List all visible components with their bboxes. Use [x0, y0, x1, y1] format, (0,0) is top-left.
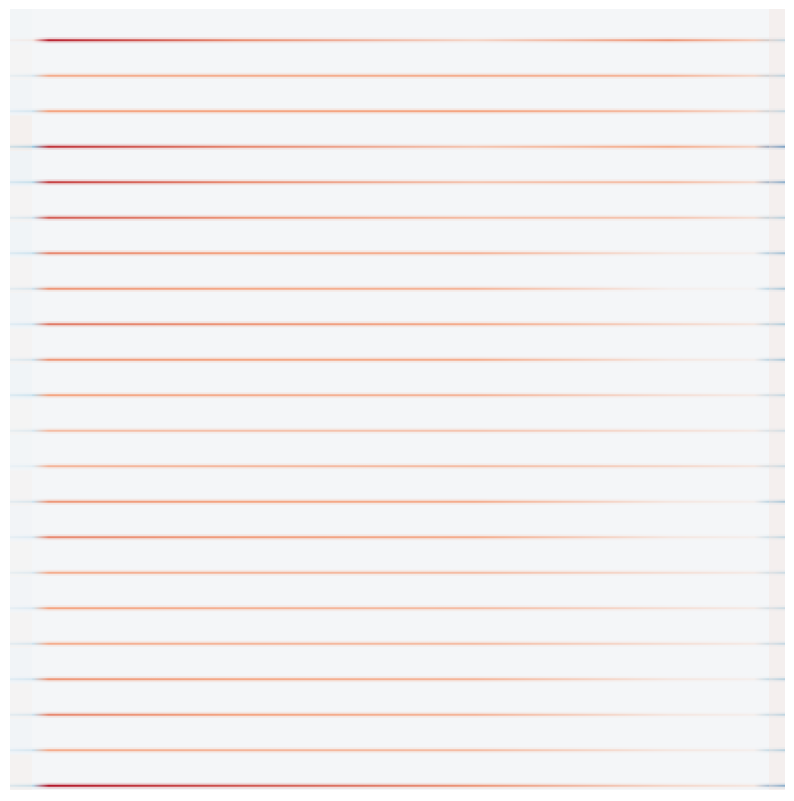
- heatmap-band: [10, 784, 785, 787]
- heatmap-edge-cell-left: [10, 222, 32, 258]
- heatmap-edge-cell-left: [10, 719, 32, 755]
- heatmap-edge-cell-left: [10, 151, 32, 187]
- heatmap-edge-cell-left: [10, 541, 32, 577]
- heatmap-band: [10, 394, 785, 397]
- heatmap-edge-cell-right: [769, 222, 785, 258]
- heatmap-edge-cell-left: [10, 506, 32, 542]
- heatmap-edge-cell-right: [769, 399, 785, 435]
- heatmap-edge-cell-left: [10, 648, 32, 684]
- heatmap-edge-cell-right: [769, 435, 785, 471]
- heatmap-edge-cell-right: [769, 257, 785, 293]
- heatmap-edge-cell-right: [769, 754, 785, 790]
- heatmap-edge-cell-right: [769, 328, 785, 364]
- heatmap-edge-cell-left: [10, 80, 32, 116]
- heatmap-edge-cell-left: [10, 754, 32, 790]
- heatmap-edge-cell-left: [10, 44, 32, 80]
- heatmap-edge-cell-right: [769, 44, 785, 80]
- heatmap-edge-cell-right: [769, 470, 785, 506]
- heatmap-band: [10, 39, 785, 42]
- heatmap-edge-cell-right: [769, 115, 785, 151]
- heatmap-edge-cell-left: [10, 683, 32, 719]
- heatmap-band: [10, 216, 785, 219]
- heatmap-edge-cell-left: [10, 328, 32, 364]
- heatmap-band: [10, 358, 785, 361]
- heatmap-band: [10, 252, 785, 255]
- heatmap-edge-cell-right: [769, 648, 785, 684]
- heatmap-band: [10, 642, 785, 645]
- heatmap-band: [10, 181, 785, 184]
- plot-background: [10, 9, 785, 790]
- heatmap-edge-cell-right: [769, 80, 785, 116]
- heatmap-edge-cell-left: [10, 577, 32, 613]
- heatmap-edge-cell-right: [769, 683, 785, 719]
- heatmap-band: [10, 678, 785, 681]
- heatmap-band: [10, 323, 785, 326]
- heatmap-edge-cell-right: [769, 151, 785, 187]
- heatmap-edge-cell-right: [769, 9, 785, 45]
- heatmap-edge-cell-left: [10, 612, 32, 648]
- heatmap-bands: [10, 9, 785, 790]
- heatmap-band: [10, 145, 785, 148]
- heatmap-band: [10, 500, 785, 503]
- heatmap-band: [10, 749, 785, 752]
- heatmap-edge-cell-left: [10, 364, 32, 400]
- heatmap-edge-cell-right: [769, 506, 785, 542]
- heatmap-band: [10, 429, 785, 432]
- heatmap-edge-cell-right: [769, 364, 785, 400]
- heatmap-band: [10, 110, 785, 113]
- heatmap-edge-cell-right: [769, 541, 785, 577]
- heatmap-edge-cell-left: [10, 470, 32, 506]
- heatmap-edge-cell-right: [769, 612, 785, 648]
- heatmap-band: [10, 287, 785, 290]
- heatmap-band: [10, 713, 785, 716]
- heatmap-band: [10, 465, 785, 468]
- heatmap-edge-cell-left: [10, 186, 32, 222]
- heatmap-edge-cell-right: [769, 186, 785, 222]
- heatmap-edge-cell-left: [10, 293, 32, 329]
- heatmap-band: [10, 536, 785, 539]
- heatmap-band: [10, 74, 785, 77]
- heatmap-edge-cell-right: [769, 719, 785, 755]
- heatmap-edge-cell-right: [769, 577, 785, 613]
- heatmap-edge-cell-left: [10, 257, 32, 293]
- heatmap-edge-cell-left: [10, 399, 32, 435]
- heatmap-edge-cell-left: [10, 435, 32, 471]
- heatmap-band: [10, 571, 785, 574]
- heatmap-edge-cell-left: [10, 115, 32, 151]
- heatmap-band: [10, 607, 785, 610]
- heatmap-edge-cell-left: [10, 9, 32, 45]
- heatmap-edge-cell-right: [769, 293, 785, 329]
